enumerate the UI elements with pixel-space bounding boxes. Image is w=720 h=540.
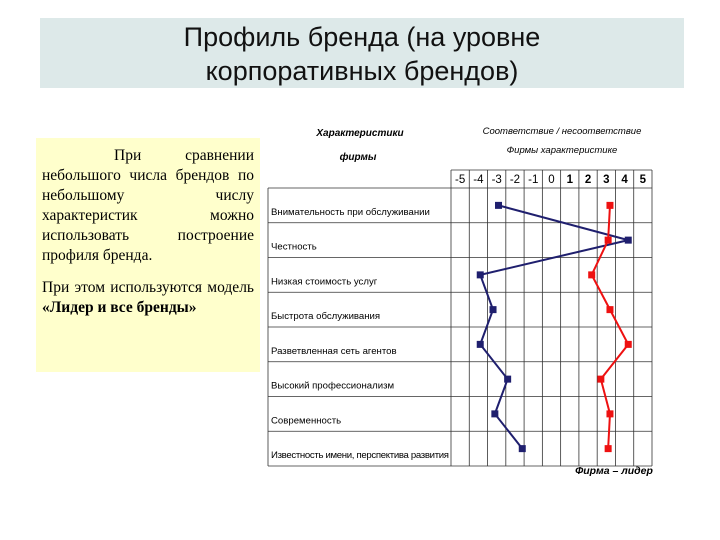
x-tick-label: 1	[567, 174, 574, 186]
note-paragraph-2: При этом используются модель «Лидер и вс…	[42, 278, 254, 318]
category-label: Разветвленная сеть агентов	[271, 346, 397, 357]
series-line-1	[478, 204, 629, 450]
category-label: Честность	[271, 242, 317, 253]
x-tick-labels: -5 -4 -3 -2 -1 0 1 2 3 4 5	[455, 174, 647, 186]
series-2-point	[604, 445, 612, 453]
series-2-point	[606, 201, 614, 209]
category-label: Известность имени, перспектива развития	[271, 450, 449, 461]
x-tick-label: -1	[528, 174, 538, 186]
series-1-point	[495, 201, 503, 209]
series-1-point	[518, 445, 526, 453]
series-2-point	[588, 271, 596, 279]
title-line-2: корпоративных брендов)	[205, 56, 519, 86]
header-left-line-1: Характеристики	[315, 128, 403, 139]
x-tick-label: -5	[455, 174, 465, 186]
header-left-line-2: фирмы	[340, 151, 377, 163]
series-markers	[476, 201, 632, 453]
title-line-1: Профиль бренда (на уровне	[183, 22, 541, 52]
series-2-point	[606, 306, 614, 314]
series-2-point	[606, 410, 614, 418]
series-1-point	[476, 271, 484, 279]
x-tick-label: -3	[492, 174, 502, 186]
x-tick-label: -2	[510, 174, 520, 186]
series-1-point	[624, 236, 632, 244]
series-line-2	[590, 205, 630, 449]
series-1-point	[491, 410, 499, 418]
x-tick-label: 0	[548, 174, 554, 186]
category-label: Внимательность при обслуживании	[271, 207, 430, 218]
category-label: Современность	[271, 415, 341, 426]
legend-label: Фирма – лидер	[575, 465, 653, 477]
note-box: При сравнении небольшого числа брендов п…	[36, 138, 260, 372]
x-tick-label: 2	[585, 174, 591, 186]
series-2-point	[624, 340, 632, 348]
series-lines	[478, 204, 630, 450]
series-1-point	[476, 340, 484, 348]
series-2-point	[604, 236, 612, 244]
category-label: Быстрота обслуживания	[271, 311, 380, 322]
note-paragraph-2-bold: «Лидер и все бренды»	[42, 299, 197, 316]
header-right-line-2: Фирмы характеристике	[507, 145, 618, 156]
x-tick-label: -4	[473, 174, 484, 186]
x-tick-label: 5	[640, 174, 647, 186]
category-rows: Внимательность при обслуживании Честность…	[267, 187, 652, 467]
series-2-point	[597, 375, 605, 383]
note-paragraph-1: При сравнении небольшого числа брендов п…	[42, 147, 254, 264]
series-1-point	[489, 306, 497, 314]
x-tick-label: 4	[621, 174, 628, 186]
category-label: Высокий профессионализм	[271, 381, 394, 392]
series-1-point	[504, 375, 512, 383]
x-tick-label: 3	[603, 174, 609, 186]
header-right-line-1: Соответствие / несоответствие	[483, 126, 642, 137]
title-band	[40, 18, 684, 88]
chart-grid	[450, 169, 653, 466]
slide-title: Профиль бренда (на уровне корпоративных …	[40, 20, 684, 88]
category-label: Низкая стоимость услуг	[271, 276, 378, 287]
note-paragraph-2-prefix: При этом используются модель	[42, 279, 254, 296]
